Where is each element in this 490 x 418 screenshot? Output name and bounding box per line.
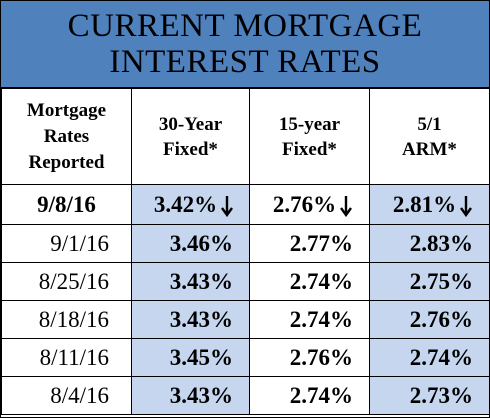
header-text: Fixed* — [163, 138, 218, 160]
table-row: 8/11/16 3.45% 2.76% 2.74% — [1, 338, 490, 377]
table-row: 8/25/16 3.43% 2.74% 2.75% — [1, 262, 490, 301]
current-date: 9/8/16 — [1, 184, 132, 225]
row-rate-30-year: 3.43% — [131, 262, 250, 301]
title-line-1: CURRENT MORTGAGE — [67, 8, 423, 44]
row-rate-15-year: 2.77% — [249, 224, 370, 263]
row-date: 8/11/16 — [1, 338, 132, 377]
header-text: 15-year — [278, 113, 341, 135]
row-date: 8/25/16 — [1, 262, 132, 301]
header-text: ARM* — [402, 138, 457, 160]
table-row: 8/4/16 3.43% 2.74% 2.73% — [1, 376, 490, 415]
rate-value: 3.42% — [153, 191, 218, 217]
current-rate-15-year: 2.76% — [249, 184, 370, 225]
header-text: 30-Year — [158, 113, 223, 135]
current-rate-row: 9/8/16 3.42% 2.76% 2.81% — [1, 184, 490, 225]
row-rate-5-1-arm: 2.74% — [369, 338, 490, 377]
rate-value: 2.81% — [392, 191, 457, 217]
header-30-year-fixed: 30-Year Fixed* — [131, 88, 250, 185]
table-row: 9/1/16 3.46% 2.77% 2.83% — [1, 224, 490, 263]
current-rate-5-1-arm: 2.81% — [369, 184, 490, 225]
row-rate-30-year: 3.46% — [131, 224, 250, 263]
current-rate-30-year: 3.42% — [131, 184, 250, 225]
table-row: 8/18/16 3.43% 2.74% 2.76% — [1, 300, 490, 339]
down-arrow-icon — [460, 196, 473, 218]
rate-value: 2.76% — [272, 191, 337, 217]
row-rate-15-year: 2.74% — [249, 262, 370, 301]
header-text: Reported — [28, 151, 105, 173]
header-5-1-arm: 5/1 ARM* — [369, 88, 490, 185]
row-rate-5-1-arm: 2.75% — [369, 262, 490, 301]
title-banner: CURRENT MORTGAGE INTEREST RATES — [1, 1, 489, 88]
row-date: 8/18/16 — [1, 300, 132, 339]
row-rate-15-year: 2.74% — [249, 300, 370, 339]
header-text: Mortgage — [26, 99, 107, 121]
header-mortgage-rates-reported: Mortgage Rates Reported — [1, 88, 132, 185]
header-text: 5/1 — [417, 113, 442, 135]
row-date: 8/4/16 — [1, 376, 132, 415]
header-15-year-fixed: 15-year Fixed* — [249, 88, 370, 185]
down-arrow-icon — [340, 196, 353, 218]
row-rate-30-year: 3.43% — [131, 300, 250, 339]
row-rate-30-year: 3.43% — [131, 376, 250, 415]
row-rate-5-1-arm: 2.83% — [369, 224, 490, 263]
row-rate-15-year: 2.74% — [249, 376, 370, 415]
rates-table: Mortgage Rates Reported 30-Year Fixed* 1… — [1, 88, 490, 415]
down-arrow-icon — [221, 196, 234, 218]
row-rate-5-1-arm: 2.73% — [369, 376, 490, 415]
header-text: Fixed* — [282, 138, 337, 160]
row-rate-5-1-arm: 2.76% — [369, 300, 490, 339]
header-text: Rates — [43, 125, 90, 147]
header-row: Mortgage Rates Reported 30-Year Fixed* 1… — [1, 88, 490, 185]
row-rate-30-year: 3.45% — [131, 338, 250, 377]
row-rate-15-year: 2.76% — [249, 338, 370, 377]
title-line-2: INTEREST RATES — [109, 44, 381, 80]
row-date: 9/1/16 — [1, 224, 132, 263]
